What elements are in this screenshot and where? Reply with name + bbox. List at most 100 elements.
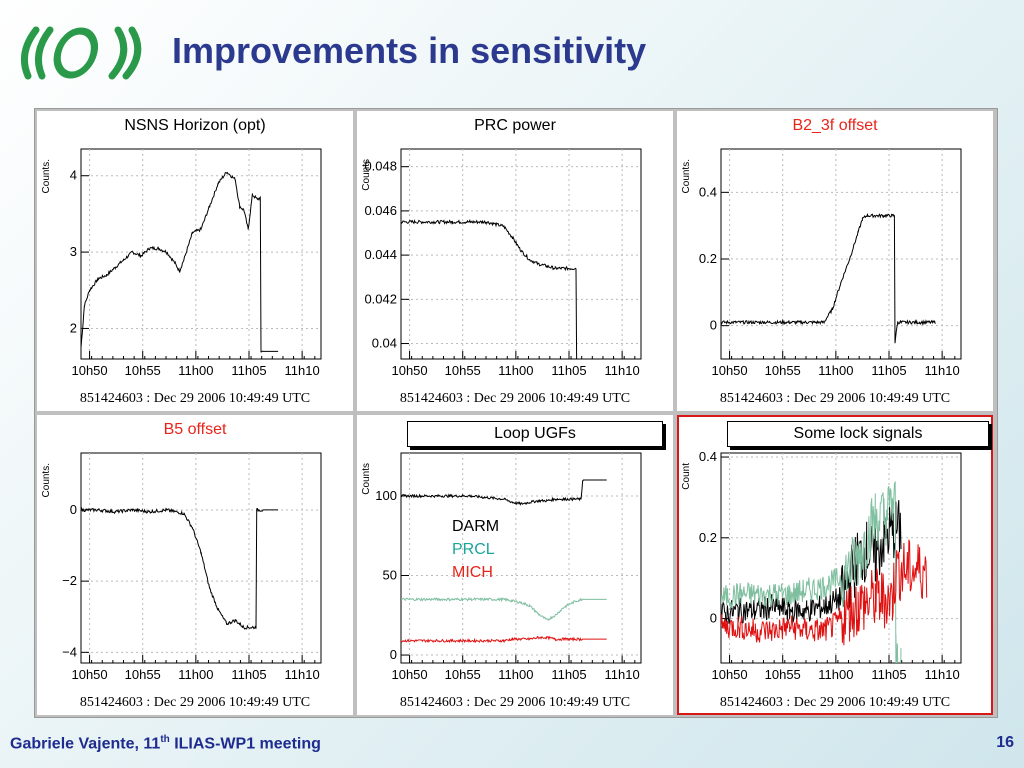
chart-title: B5 offset bbox=[163, 421, 227, 438]
y-tick-label: 2 bbox=[70, 320, 77, 335]
y-tick-label: −2 bbox=[62, 573, 77, 588]
y-tick-label: 0 bbox=[70, 502, 77, 517]
plot-frame bbox=[400, 452, 642, 664]
chart-title: PRC power bbox=[474, 117, 556, 134]
x-tick-label: 11h10 bbox=[285, 363, 320, 378]
chart-b5-offset: 10h50 10h55 11h00 11h05 11h10 −4 −2 0 Counts. bbox=[41, 452, 322, 682]
x-tick-label: 11h05 bbox=[871, 363, 906, 378]
chart-prc-power: 10h50 10h55 11h00 11h05 11h10 0.04 0.042 0.044 0… bbox=[361, 148, 642, 378]
series-line bbox=[401, 218, 578, 359]
y-tick-label: 0.048 bbox=[364, 159, 397, 174]
x-tick-label: 11h05 bbox=[231, 667, 266, 682]
virgo-logo-icon bbox=[20, 26, 142, 80]
chart-timestamp: 851424603 : Dec 29 2006 10:49:49 UTC bbox=[719, 695, 951, 710]
x-tick-label: 11h00 bbox=[178, 363, 213, 378]
y-tick-label: 100 bbox=[375, 488, 397, 503]
x-tick-label: 11h00 bbox=[498, 667, 533, 682]
chart-title: Some lock signals bbox=[727, 421, 989, 447]
chart-panel-b2-3f-offset: 10h50 10h55 11h00 11h05 11h10 0 0.2 0.4 Counts. … bbox=[677, 111, 993, 411]
x-tick-label: 10h50 bbox=[391, 667, 427, 682]
x-tick-label: 10h50 bbox=[391, 363, 427, 378]
y-tick-label: 0.4 bbox=[699, 184, 717, 199]
chart-nsns-horizon: 10h50 10h55 11h00 11h05 11h10 2 3 4 Counts. bbox=[41, 148, 322, 378]
series-line bbox=[401, 596, 607, 621]
footer-author: Gabriele Vajente, 11th ILIAS-WP1 meeting bbox=[10, 734, 321, 753]
chart-panel-nsns-horizon: 10h50 10h55 11h00 11h05 11h10 2 3 4 Counts. NSNS… bbox=[37, 111, 353, 411]
x-tick-label: 11h10 bbox=[605, 667, 640, 682]
chart-legend: DARM PRCL MICH bbox=[452, 515, 499, 584]
x-tick-label: 11h00 bbox=[498, 363, 533, 378]
y-axis-label: Counts. bbox=[41, 463, 52, 497]
chart-timestamp: 851424603 : Dec 29 2006 10:49:49 UTC bbox=[719, 391, 951, 406]
x-tick-label: 10h50 bbox=[71, 667, 107, 682]
x-tick-label: 10h55 bbox=[125, 667, 161, 682]
x-tick-label: 10h55 bbox=[765, 667, 801, 682]
plots-grid: 10h50 10h55 11h00 11h05 11h10 2 3 4 Counts. NSNS… bbox=[34, 108, 998, 718]
y-tick-label: 50 bbox=[383, 568, 397, 583]
legend-item-mich: MICH bbox=[452, 564, 493, 581]
y-tick-label: 3 bbox=[70, 244, 77, 259]
x-tick-label: 11h00 bbox=[178, 667, 213, 682]
x-tick-label: 11h00 bbox=[818, 667, 853, 682]
y-tick-label: 0 bbox=[710, 611, 717, 626]
y-tick-label: 0.2 bbox=[699, 251, 717, 266]
x-tick-label: 10h55 bbox=[445, 363, 481, 378]
y-tick-label: 0 bbox=[390, 647, 397, 662]
chart-panel-b5-offset: 10h50 10h55 11h00 11h05 11h10 −4 −2 0 Counts. B5… bbox=[37, 415, 353, 715]
plot-frame bbox=[400, 148, 642, 360]
footer-superscript: th bbox=[160, 734, 170, 745]
series-line bbox=[401, 635, 607, 644]
y-axis-label: Count bbox=[681, 463, 692, 490]
chart-lock-signals: 10h50 10h55 11h00 11h05 11h10 0 0.2 0.4 Count bbox=[681, 449, 962, 682]
y-axis-label: Counts bbox=[361, 463, 372, 495]
chart-panel-prc-power: 10h50 10h55 11h00 11h05 11h10 0.04 0.042 0.044 0… bbox=[357, 111, 673, 411]
x-tick-label: 10h55 bbox=[445, 667, 481, 682]
y-axis-label: Counts bbox=[361, 159, 372, 191]
x-tick-label: 11h10 bbox=[605, 363, 640, 378]
x-tick-label: 11h05 bbox=[871, 667, 906, 682]
y-axis-label: Counts. bbox=[681, 159, 692, 193]
x-tick-label: 11h10 bbox=[285, 667, 320, 682]
chart-panel-loop-ugfs: 10h50 10h55 11h00 11h05 11h10 0 50 100 Counts Lo… bbox=[357, 415, 673, 715]
x-tick-label: 11h05 bbox=[551, 363, 586, 378]
series-line bbox=[401, 479, 607, 506]
chart-panel-lock-signals: 10h50 10h55 11h00 11h05 11h10 0 0.2 0.4 Count So… bbox=[677, 415, 993, 715]
y-axis-label: Counts. bbox=[41, 159, 52, 193]
x-tick-label: 11h00 bbox=[818, 363, 853, 378]
slide-title: Improvements in sensitivity bbox=[172, 30, 647, 71]
chart-b2-3f-offset: 10h50 10h55 11h00 11h05 11h10 0 0.2 0.4 Counts. bbox=[681, 148, 962, 378]
y-tick-label: −4 bbox=[62, 644, 77, 659]
x-tick-label: 10h55 bbox=[765, 363, 801, 378]
chart-title: B2_3f offset bbox=[792, 117, 878, 134]
legend-item-prcl: PRCL bbox=[452, 541, 495, 558]
chart-timestamp: 851424603 : Dec 29 2006 10:49:49 UTC bbox=[79, 391, 311, 406]
y-tick-label: 0.4 bbox=[699, 449, 717, 464]
y-tick-label: 0.046 bbox=[364, 203, 397, 218]
x-tick-label: 10h50 bbox=[711, 363, 747, 378]
legend-item-darm: DARM bbox=[452, 518, 500, 535]
footer-author-text: Gabriele Vajente, 11 bbox=[10, 735, 161, 753]
plot-frame bbox=[80, 452, 322, 664]
page-number: 16 bbox=[996, 734, 1014, 751]
plot-frame bbox=[720, 148, 962, 360]
y-tick-label: 0.04 bbox=[372, 336, 397, 351]
y-tick-label: 0 bbox=[710, 318, 717, 333]
x-tick-label: 11h10 bbox=[925, 363, 960, 378]
y-tick-label: 0.044 bbox=[364, 247, 397, 262]
series-line bbox=[81, 506, 279, 630]
plot-frame bbox=[80, 148, 322, 360]
chart-timestamp: 851424603 : Dec 29 2006 10:49:49 UTC bbox=[79, 695, 311, 710]
x-tick-label: 10h55 bbox=[125, 363, 161, 378]
x-tick-label: 11h05 bbox=[551, 667, 586, 682]
x-tick-label: 10h50 bbox=[71, 363, 107, 378]
plot-frame bbox=[720, 452, 962, 664]
x-tick-label: 11h05 bbox=[231, 363, 266, 378]
chart-timestamp: 851424603 : Dec 29 2006 10:49:49 UTC bbox=[399, 695, 631, 710]
y-tick-label: 0.042 bbox=[364, 291, 397, 306]
series-line bbox=[721, 539, 928, 646]
footer-meeting: ILIAS-WP1 meeting bbox=[169, 735, 321, 753]
x-tick-label: 11h10 bbox=[925, 667, 960, 682]
chart-timestamp: 851424603 : Dec 29 2006 10:49:49 UTC bbox=[399, 391, 631, 406]
y-tick-label: 0.2 bbox=[699, 530, 717, 545]
